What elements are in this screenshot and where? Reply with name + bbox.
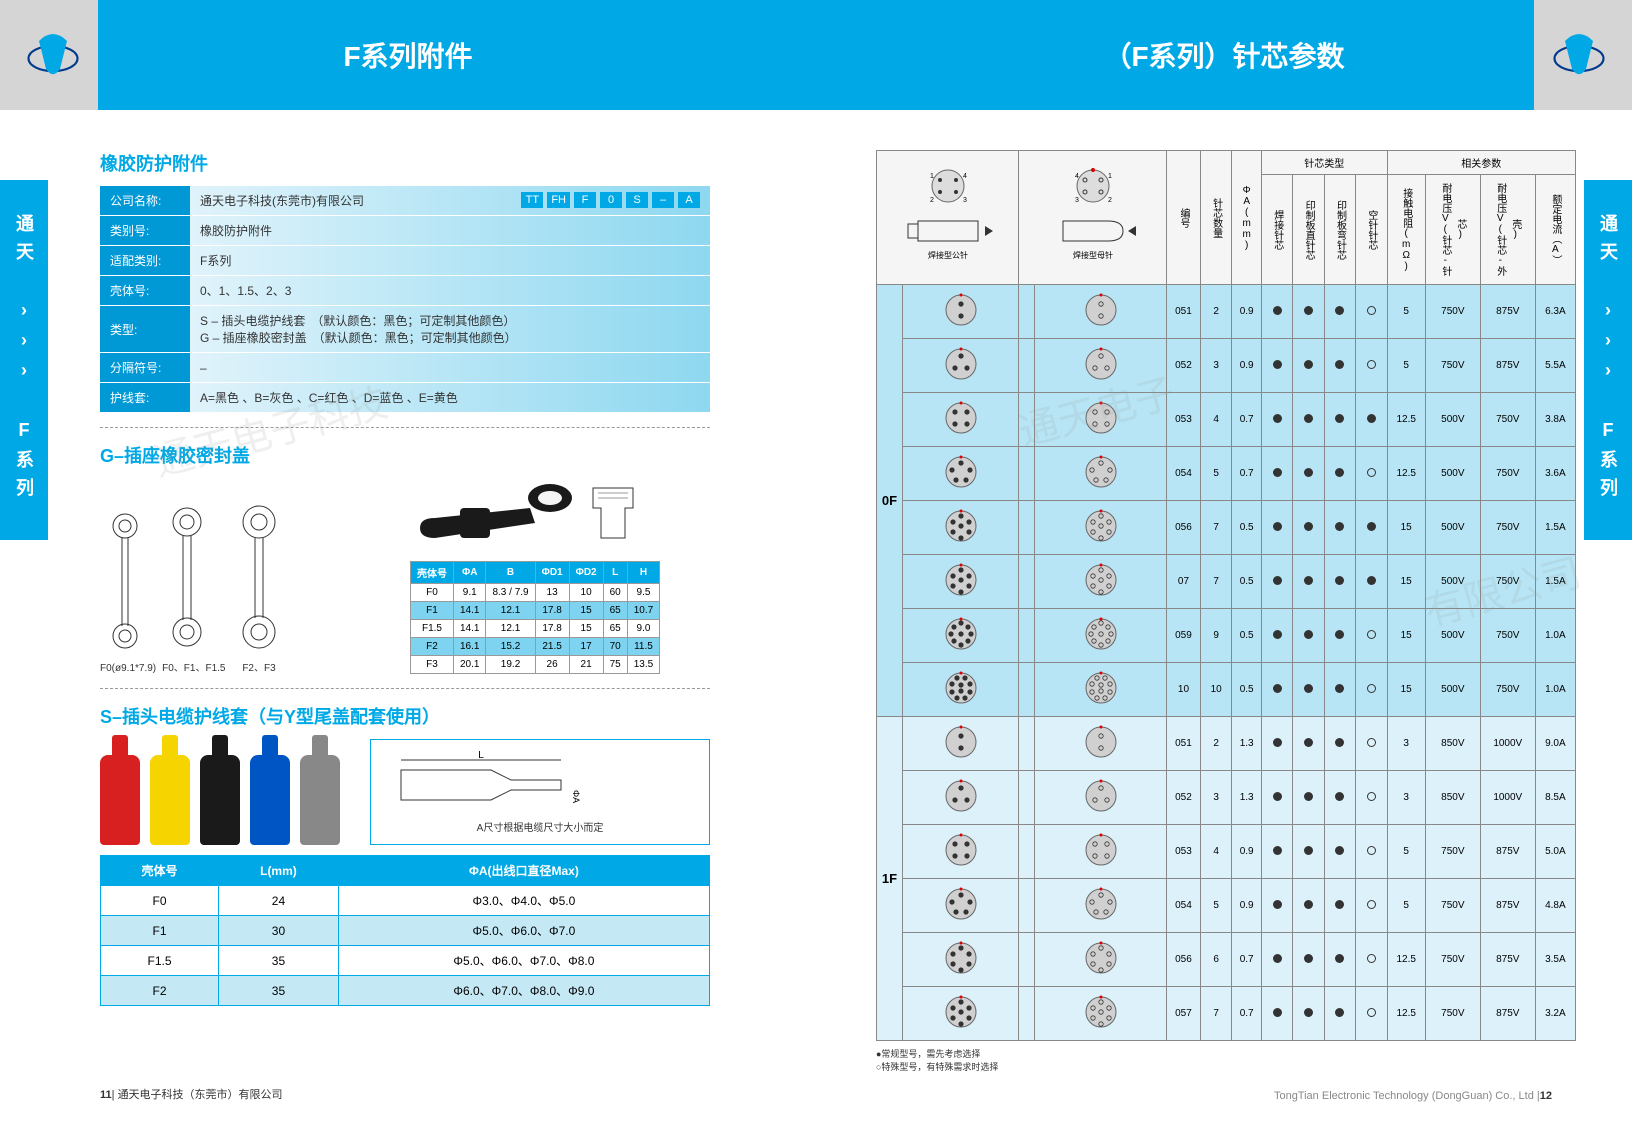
left-title: F系列附件: [343, 35, 472, 75]
sleeve-table: 壳体号L(mm)ΦA(出线口直径Max)F024Φ3.0、Φ4.0、Φ5.0F1…: [100, 855, 710, 1006]
left-header: F系列附件: [0, 0, 816, 110]
footer-left: 11| 通天电子科技（东莞市）有限公司: [100, 1086, 283, 1102]
left-page: F系列附件 通天 ››› F系列 橡胶防护附件 公司名称:通天电子科技(东莞市)…: [0, 0, 816, 1122]
sleeve-sample: [150, 755, 190, 845]
spec-value: F系列: [190, 246, 710, 276]
svg-text:焊接型公针: 焊接型公针: [928, 250, 968, 260]
spec-label: 壳体号:: [100, 276, 190, 306]
spec-label: 分隔符号:: [100, 353, 190, 383]
svg-text:4: 4: [1075, 173, 1079, 180]
g-cap-diagrams: F0(ø9.1*7.9) F0、F1、F1.5 F2、F3 壳体号ΦABΦD1Φ…: [100, 478, 710, 674]
svg-text:1: 1: [1108, 173, 1112, 180]
code-part: FH: [547, 192, 570, 208]
cap-diagram-3: [232, 502, 287, 652]
spec-label: 护线套:: [100, 383, 190, 413]
sleeve-sample: [300, 755, 340, 845]
spec-value: A=黑色 、B=灰色 、C=红色 、D=蓝色 、E=黄色: [190, 383, 710, 413]
logo-right: [1544, 20, 1614, 90]
svg-text:焊接型母针: 焊接型母针: [1073, 250, 1113, 260]
dim-table: 壳体号ΦABΦD1ΦD2LHF09.18.3 / 7.91310609.5F11…: [410, 561, 660, 674]
spec-value: 橡胶防护附件: [190, 216, 710, 246]
sleeve-colors: [100, 755, 340, 845]
section1-title: 橡胶防护附件: [100, 150, 710, 176]
right-title: （F系列）针芯参数: [1103, 35, 1344, 75]
spec-value: –: [190, 353, 710, 383]
code-part: S: [626, 192, 648, 208]
sleeve-sample: [200, 755, 240, 845]
svg-text:1: 1: [930, 173, 934, 180]
svg-text:ΦA: ΦA: [571, 790, 581, 803]
spec-table: 公司名称:通天电子科技(东莞市)有限公司TTFHF0S–A类别号:橡胶防护附件适…: [100, 186, 710, 413]
code-part: 0: [600, 192, 622, 208]
svg-text:4: 4: [963, 173, 967, 180]
sleeve-note: A尺寸根据电缆尺寸大小而定: [381, 819, 699, 834]
spec-label: 类型:: [100, 306, 190, 353]
spec-value: 0、1、1.5、2、3: [190, 276, 710, 306]
svg-text:2: 2: [1108, 197, 1112, 204]
logo-left: [18, 20, 88, 90]
right-page: （F系列）针芯参数 通天 ››› F系列 1 4 2 3 焊接型公针 1 4 2 3 焊接型母针…: [816, 0, 1632, 1122]
cap-photo: [410, 478, 580, 548]
right-side-tab: 通天 ››› F系列: [1584, 180, 1632, 540]
footer-right: TongTian Electronic Technology (DongGuan…: [1274, 1090, 1552, 1102]
code-part: A: [678, 192, 700, 208]
section3-title: S–插头电缆护线套（与Y型尾盖配套使用）: [100, 703, 710, 729]
svg-text:L: L: [478, 750, 484, 761]
code-part: F: [574, 192, 596, 208]
legend: ●常规型号，需先考虑选择 ○特殊型号，有特殊需求时选择: [876, 1047, 1576, 1073]
left-side-tab: 通天 ››› F系列: [0, 180, 48, 540]
code-part: TT: [521, 192, 543, 208]
right-header: （F系列）针芯参数: [816, 0, 1632, 110]
section2-title: G–插座橡胶密封盖: [100, 442, 710, 468]
svg-text:2: 2: [930, 197, 934, 204]
svg-text:3: 3: [963, 197, 967, 204]
cap-section: [583, 478, 643, 548]
spec-value: S – 插头电缆护线套 （默认颜色：黑色；可定制其他颜色） G – 插座橡胶密封…: [190, 306, 710, 353]
code-part: –: [652, 192, 674, 208]
spec-label: 适配类别:: [100, 246, 190, 276]
sleeve-sample: [250, 755, 290, 845]
cap-diagram-2: [162, 502, 212, 652]
sleeve-dim-diagram: L ΦA: [381, 750, 581, 810]
pin-params-table: 1423焊接型公针 1423焊接型母针编号针芯数量ΦA(mm)针芯类型相关参数焊…: [876, 150, 1576, 1041]
spec-label: 公司名称:: [100, 186, 190, 216]
spec-label: 类别号:: [100, 216, 190, 246]
cap-diagram-1: [100, 506, 150, 656]
svg-text:3: 3: [1075, 197, 1079, 204]
sleeve-sample: [100, 755, 140, 845]
spec-value: 通天电子科技(东莞市)有限公司TTFHF0S–A: [190, 186, 710, 216]
